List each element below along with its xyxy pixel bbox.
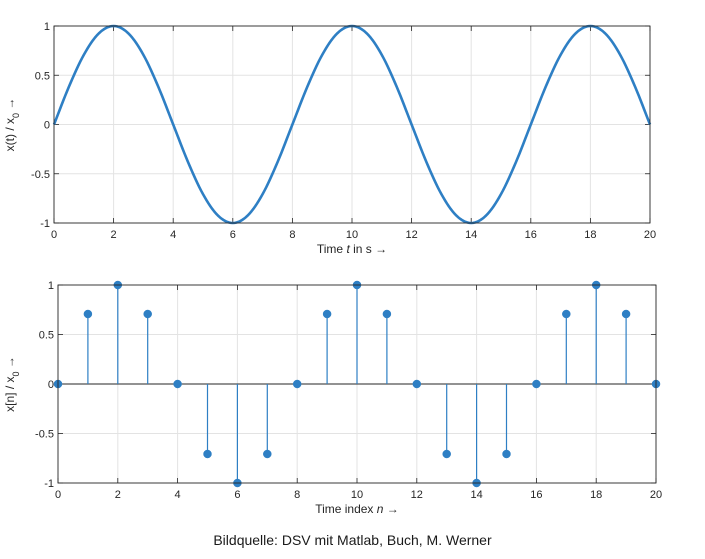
plot2-ytick-label: 0.5 — [39, 330, 54, 342]
plot1-xtick-label: 0 — [51, 229, 57, 241]
plot2-ytick-label: -0.5 — [35, 429, 54, 441]
plot1-xtick-label: 8 — [289, 229, 295, 241]
plot2-stem-marker — [621, 309, 631, 319]
image-source-caption: Bildquelle: DSV mit Matlab, Buch, M. Wer… — [213, 532, 492, 548]
plot2-stem-marker — [143, 309, 152, 319]
plot1-xtick-label: 20 — [644, 229, 656, 241]
plot1-xtick-label: 2 — [111, 229, 117, 241]
plot2-ylabel: x[n] / x0 → — [3, 356, 21, 412]
plot1-xtick-label: 16 — [525, 229, 537, 241]
plot1-ytick-label: -0.5 — [31, 169, 50, 181]
plot1-ytick-label: -1 — [40, 218, 50, 230]
plot2-xtick-label: 20 — [650, 489, 662, 501]
plot2-xtick-label: 12 — [411, 489, 423, 501]
plot1-ylabel: x(t) / x0 → — [3, 98, 21, 152]
plot2-xlabel: Time index n → — [315, 502, 399, 516]
plot1-ytick-label: 0.5 — [35, 70, 50, 82]
plot2-stem-marker — [203, 449, 212, 459]
plot2-xtick-label: 2 — [115, 489, 121, 501]
plot1-xtick-label: 4 — [170, 229, 176, 241]
plot2-ytick-label: 1 — [48, 280, 54, 292]
plot2-axes: 0 2 4 6 8 10 12 14 16 18 20 -1 -0.5 0 0.5 1 Time index n… — [3, 280, 662, 516]
plot2-stem-marker — [83, 309, 93, 319]
plot2-stem-marker — [292, 379, 302, 389]
plot1-axes-box — [53, 25, 651, 224]
plot1-xtick-label: 12 — [405, 229, 417, 241]
plot1-xlabel: Time t in s → — [317, 242, 387, 256]
plot2-axes-box — [57, 284, 657, 484]
plot2-xtick-label: 10 — [351, 489, 363, 501]
plot2-stem-marker — [382, 309, 392, 319]
plot1-xtick-label: 18 — [584, 229, 596, 241]
plot1-xtick-label: 6 — [230, 229, 236, 241]
plot2-xtick-label: 4 — [175, 489, 181, 501]
plot2-stem-marker — [562, 309, 571, 319]
plot2-stem-marker — [532, 379, 541, 389]
plot2-xtick-label: 6 — [234, 489, 240, 501]
plot1-xtick-label: 10 — [346, 229, 358, 241]
plot2-stem-marker — [322, 309, 332, 319]
plot1-ytick-label: 1 — [44, 21, 50, 33]
plot2-xtick-label: 0 — [55, 489, 61, 501]
plot2-xtick-label: 16 — [530, 489, 542, 501]
plot1-xtick-label: 14 — [465, 229, 477, 241]
plot1-axes: 0 2 4 6 8 10 12 14 16 18 20 -1 -0.5 0 0.5 1 Time t in s … — [3, 21, 656, 256]
plot1-ytick-label: 0 — [44, 120, 50, 132]
plot2-ytick-label: -1 — [44, 478, 54, 490]
plot2-stem-marker — [412, 379, 422, 389]
plot2-stem-marker — [502, 449, 511, 459]
plot2-xtick-label: 14 — [470, 489, 482, 501]
plot2-stem-marker — [442, 449, 451, 459]
plot2-ytick-label: 0 — [48, 379, 54, 391]
plot2-xtick-label: 8 — [294, 489, 300, 501]
plot2-stem-marker — [173, 379, 182, 389]
plot2-stem-marker — [263, 449, 272, 459]
plot2-xtick-label: 18 — [590, 489, 602, 501]
